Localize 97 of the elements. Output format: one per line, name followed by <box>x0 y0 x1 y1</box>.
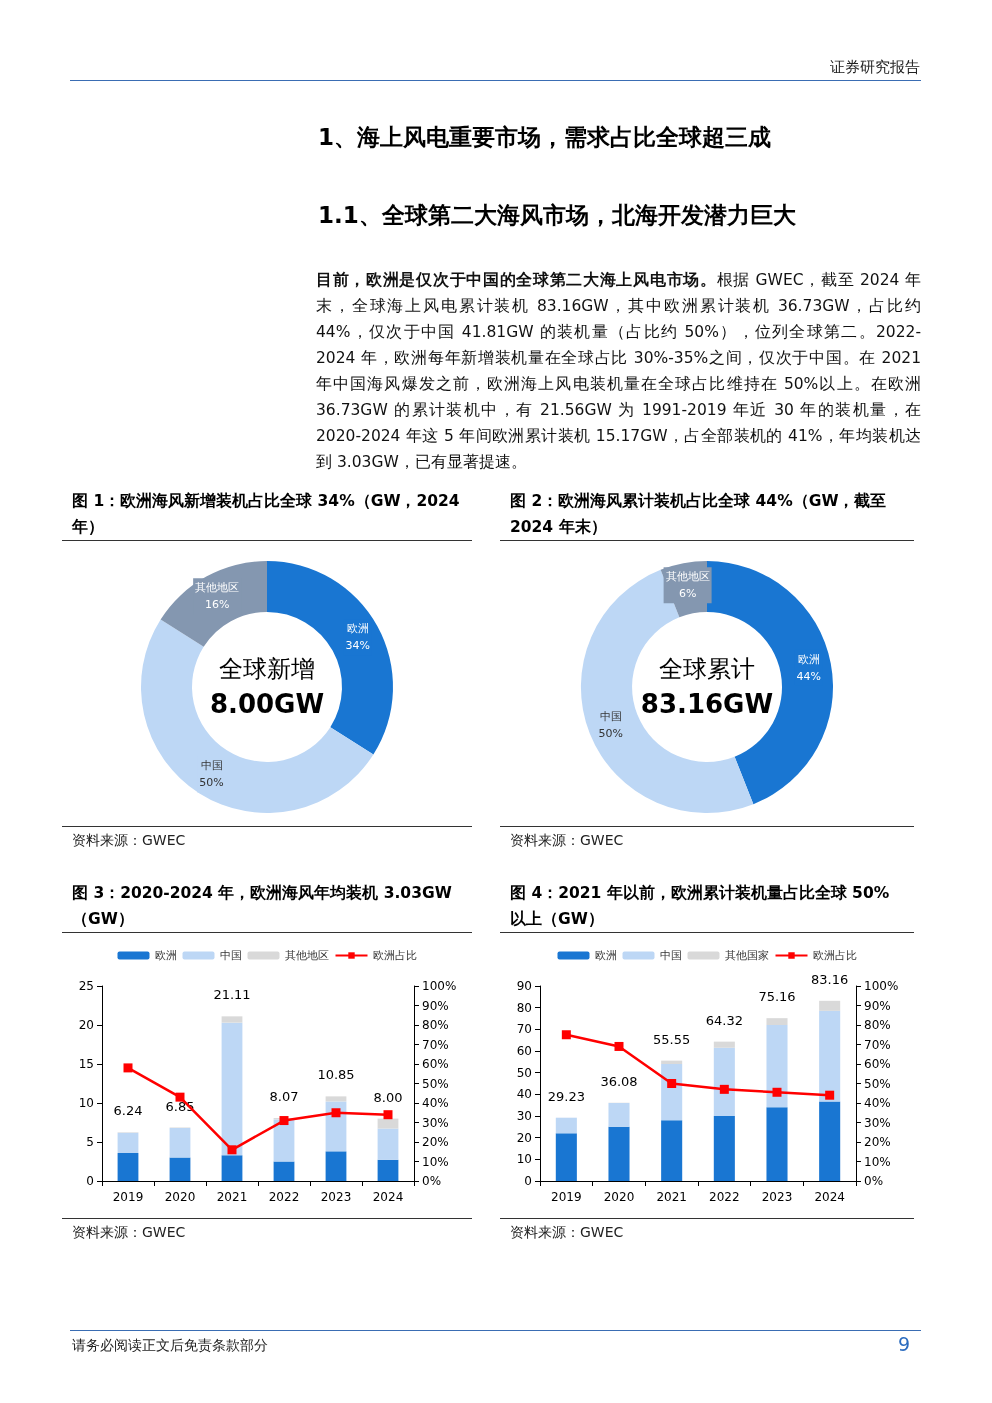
y-tick-label: 70 <box>516 1022 532 1037</box>
y2-tick-label: 90% <box>864 998 891 1013</box>
slice-label: 欧洲 <box>346 622 369 636</box>
legend-label: 中国 <box>659 949 682 962</box>
text: 资料来源：GWEC <box>72 832 186 850</box>
x-tick-label: 2021 <box>656 1190 687 1204</box>
x-tick-label: 2024 <box>814 1190 845 1204</box>
slice-label: 中国 <box>599 710 622 724</box>
y2-tick-label: 0% <box>422 1174 442 1188</box>
y2-tick-label: 40% <box>864 1096 891 1110</box>
y-tick-label: 30 <box>516 1109 532 1123</box>
text: 全球新增 <box>219 656 315 682</box>
legend-label: 中国 <box>219 949 242 962</box>
y-tick-label: 50 <box>516 1065 532 1080</box>
text: 8.00GW <box>209 689 325 719</box>
total-label: 64.32 <box>705 1012 743 1028</box>
total-label: 29.23 <box>547 1088 585 1104</box>
y2-tick-label: 10% <box>864 1154 891 1169</box>
y-tick-label: 20 <box>516 1130 532 1145</box>
data-label: 44% <box>796 669 821 683</box>
total-label: 36.08 <box>600 1073 638 1089</box>
y-tick-label: 20 <box>78 1018 94 1032</box>
text: 请务必阅读正文后免责条款部分 <box>72 1337 268 1355</box>
y2-tick-label: 100% <box>422 979 457 993</box>
total-label: 10.85 <box>317 1067 355 1083</box>
x-tick-label: 2023 <box>320 1190 352 1204</box>
y2-tick-label: 100% <box>864 979 899 993</box>
legend-label: 欧洲占比 <box>372 949 417 962</box>
y2-tick-label: 70% <box>864 1037 891 1052</box>
text: 资料来源：GWEC <box>510 1224 624 1242</box>
text: 资料来源：GWEC <box>72 1224 186 1242</box>
text: 9 <box>898 1333 911 1355</box>
text: 证券研究报告 <box>830 58 920 77</box>
y-tick-label: 5 <box>86 1135 94 1149</box>
chart-title: 图 1：欧洲海风新增装机占比全球 34%（GW，2024 年） <box>72 491 461 538</box>
total-label: 83.16 <box>811 971 849 987</box>
y2-tick-label: 60% <box>864 1057 891 1071</box>
data-label: 34% <box>345 639 370 653</box>
y-tick-label: 10 <box>516 1152 532 1167</box>
y2-tick-label: 90% <box>422 998 449 1013</box>
y-tick-label: 80 <box>516 1000 532 1015</box>
data-label: 16% <box>204 598 230 612</box>
chart-title: 图 2：欧洲海风累计装机占比全球 44%（GW，截至 2024 年末） <box>510 491 888 538</box>
x-tick-label: 2024 <box>372 1190 404 1204</box>
y2-tick-label: 80% <box>422 1018 449 1032</box>
y2-tick-label: 60% <box>422 1057 449 1071</box>
y-tick-label: 60 <box>516 1044 532 1058</box>
text: 目前，欧洲是仅次于中国的全球第二大海上风电市场。 <box>316 271 717 289</box>
text: 83.16GW <box>640 689 774 719</box>
x-tick-label: 2021 <box>216 1190 248 1204</box>
y2-tick-label: 70% <box>422 1037 449 1052</box>
total-label: 6.24 <box>113 1103 143 1119</box>
y2-tick-label: 20% <box>864 1135 891 1149</box>
text: 全球累计 <box>659 656 755 682</box>
x-tick-label: 2022 <box>709 1190 740 1204</box>
x-tick-label: 2019 <box>112 1190 144 1204</box>
y2-tick-label: 50% <box>864 1076 891 1091</box>
data-label: 50% <box>598 727 623 741</box>
text: 1.1、全球第二大海风市场，北海开发潜力巨大 <box>318 201 796 230</box>
legend-label: 其他地区 <box>284 949 329 962</box>
slice-label: 欧洲 <box>797 652 820 666</box>
data-label: 50% <box>199 776 224 790</box>
y-tick-label: 0 <box>524 1174 532 1188</box>
y2-tick-label: 30% <box>864 1115 891 1130</box>
slice-label: 中国 <box>200 759 223 773</box>
legend-label: 其他国家 <box>724 949 769 962</box>
y2-tick-label: 30% <box>422 1115 449 1130</box>
total-label: 8.07 <box>269 1089 299 1105</box>
y2-tick-label: 20% <box>422 1135 449 1149</box>
total-label: 21.11 <box>213 987 251 1003</box>
y-tick-label: 40 <box>516 1087 532 1102</box>
chart-title: 图 4：2021 年以前，欧洲累计装机量占比全球 50%以上（GW） <box>510 883 891 930</box>
x-tick-label: 2019 <box>551 1190 582 1204</box>
x-tick-label: 2020 <box>164 1190 196 1204</box>
y-tick-label: 90 <box>516 979 532 993</box>
legend-label: 欧洲占比 <box>812 949 857 962</box>
y-tick-label: 10 <box>78 1096 94 1110</box>
legend-label: 欧洲 <box>594 949 617 962</box>
total-label: 8.00 <box>373 1089 403 1105</box>
y2-tick-label: 40% <box>422 1096 449 1110</box>
y-tick-label: 0 <box>86 1174 94 1188</box>
chart-title: 图 3：2020-2024 年，欧洲海风年均装机 3.03GW（GW） <box>72 883 453 930</box>
total-label: 55.55 <box>653 1031 691 1047</box>
y2-tick-label: 80% <box>864 1018 891 1032</box>
y2-tick-label: 0% <box>864 1174 884 1188</box>
total-label: 75.16 <box>758 989 796 1005</box>
y2-tick-label: 10% <box>422 1154 449 1169</box>
legend-label: 欧洲 <box>154 949 177 962</box>
text: 资料来源：GWEC <box>510 832 624 850</box>
x-tick-label: 2022 <box>268 1190 300 1204</box>
y-tick-label: 25 <box>78 979 94 993</box>
y2-tick-label: 50% <box>422 1076 449 1091</box>
x-tick-label: 2020 <box>603 1190 635 1204</box>
slice-label: 其他地区 <box>195 581 240 595</box>
text: 1、海上风电重要市场，需求占比全球超三成 <box>318 123 772 152</box>
y-tick-label: 15 <box>78 1057 94 1071</box>
x-tick-label: 2023 <box>761 1190 793 1204</box>
